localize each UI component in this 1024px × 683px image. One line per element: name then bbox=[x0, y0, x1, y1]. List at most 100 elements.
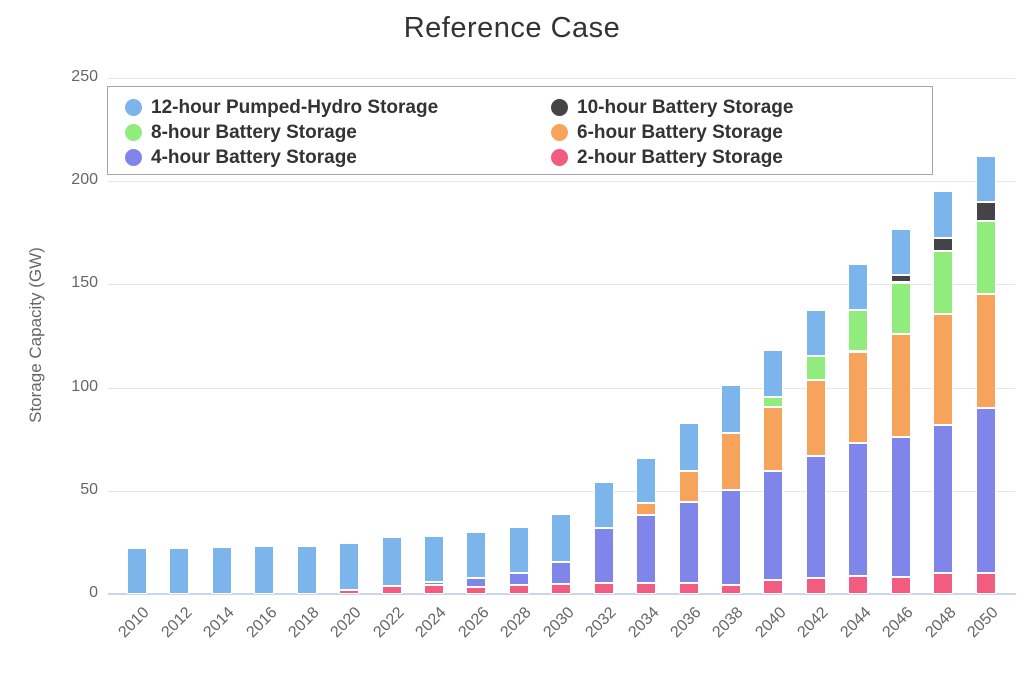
bar-segment[interactable] bbox=[805, 455, 826, 579]
y-tick-label: 0 bbox=[89, 584, 98, 601]
y-axis-title: Storage Capacity (GW) bbox=[26, 247, 45, 423]
bar-segment[interactable] bbox=[890, 333, 911, 438]
y-tick-label: 50 bbox=[80, 480, 98, 498]
bar-segment[interactable] bbox=[720, 584, 741, 594]
bar-segment[interactable] bbox=[381, 537, 402, 586]
bar-segment[interactable] bbox=[890, 577, 911, 594]
bar-segment[interactable] bbox=[763, 580, 784, 594]
bar-segment[interactable] bbox=[508, 527, 529, 574]
bar-segment[interactable] bbox=[296, 545, 317, 594]
bar-segment[interactable] bbox=[169, 547, 190, 594]
bar-segment[interactable] bbox=[890, 282, 911, 334]
x-tick-label: 2024 bbox=[412, 604, 450, 642]
x-tick-label: 2048 bbox=[921, 604, 960, 642]
bar-segment[interactable] bbox=[636, 514, 657, 583]
bar-segment[interactable] bbox=[848, 443, 869, 576]
y-tick-label: 100 bbox=[71, 377, 98, 395]
x-tick-label: 2044 bbox=[837, 604, 875, 642]
bar-segment[interactable] bbox=[678, 583, 699, 594]
bar-segment[interactable] bbox=[975, 220, 996, 295]
bar-segment[interactable] bbox=[805, 578, 826, 594]
x-tick-label: 2010 bbox=[115, 604, 153, 642]
bar-segment[interactable] bbox=[933, 572, 954, 594]
bar-segment[interactable] bbox=[211, 546, 232, 594]
bar-segment[interactable] bbox=[423, 585, 444, 594]
legend-item[interactable]: 4-hour Battery Storage bbox=[125, 145, 551, 170]
bar-segment[interactable] bbox=[551, 562, 572, 584]
bar-segment[interactable] bbox=[720, 384, 741, 433]
bar-segment[interactable] bbox=[890, 228, 911, 276]
bar-segment[interactable] bbox=[848, 351, 869, 444]
bar-segment[interactable] bbox=[126, 547, 147, 594]
bar-segment[interactable] bbox=[593, 528, 614, 584]
x-tick-label: 2036 bbox=[667, 604, 705, 642]
x-tick-label: 2014 bbox=[200, 604, 238, 642]
bar-segment[interactable] bbox=[763, 407, 784, 471]
y-gridline bbox=[108, 490, 1015, 492]
bar-segment[interactable] bbox=[933, 237, 954, 251]
x-tick-label: 2050 bbox=[964, 604, 1002, 642]
bar-segment[interactable] bbox=[678, 501, 699, 584]
bar-segment[interactable] bbox=[848, 264, 869, 310]
bar-segment[interactable] bbox=[720, 432, 741, 490]
bar-segment[interactable] bbox=[466, 586, 487, 594]
bar-segment[interactable] bbox=[763, 350, 784, 398]
bar-segment[interactable] bbox=[508, 585, 529, 594]
bar-segment[interactable] bbox=[975, 408, 996, 574]
bar-segment[interactable] bbox=[763, 470, 784, 580]
bar-segment[interactable] bbox=[933, 250, 954, 314]
y-tick-label: 150 bbox=[71, 274, 98, 292]
bar-segment[interactable] bbox=[551, 583, 572, 594]
bar-segment[interactable] bbox=[636, 457, 657, 504]
bar-segment[interactable] bbox=[593, 583, 614, 594]
x-tick-label: 2034 bbox=[624, 604, 663, 642]
bar-segment[interactable] bbox=[339, 543, 360, 591]
bar-segment[interactable] bbox=[636, 503, 657, 515]
legend-label: 2-hour Battery Storage bbox=[577, 146, 783, 168]
bar-segment[interactable] bbox=[381, 585, 402, 594]
bar-segment[interactable] bbox=[890, 275, 911, 283]
bar-segment[interactable] bbox=[678, 422, 699, 471]
bar-segment[interactable] bbox=[805, 379, 826, 456]
x-tick-label: 2038 bbox=[709, 604, 747, 642]
bar-segment[interactable] bbox=[848, 576, 869, 594]
bar-segment[interactable] bbox=[339, 590, 360, 594]
legend-marker-icon bbox=[125, 124, 142, 141]
bar-segment[interactable] bbox=[593, 481, 614, 529]
legend-item[interactable]: 6-hour Battery Storage bbox=[551, 120, 932, 145]
legend-marker-icon bbox=[551, 149, 568, 166]
bar-segment[interactable] bbox=[975, 155, 996, 202]
bar-segment[interactable] bbox=[423, 536, 444, 582]
bar-segment[interactable] bbox=[636, 582, 657, 594]
bar-segment[interactable] bbox=[975, 201, 996, 221]
bar-segment[interactable] bbox=[423, 581, 444, 586]
bar-segment[interactable] bbox=[933, 190, 954, 238]
bar-segment[interactable] bbox=[975, 573, 996, 594]
x-tick-label: 2040 bbox=[752, 604, 790, 642]
legend-marker-icon bbox=[551, 124, 568, 141]
bar-segment[interactable] bbox=[975, 294, 996, 409]
bar-segment[interactable] bbox=[890, 437, 911, 578]
bar-segment[interactable] bbox=[805, 310, 826, 356]
bar-segment[interactable] bbox=[466, 532, 487, 579]
legend-item[interactable]: 8-hour Battery Storage bbox=[125, 120, 551, 145]
bar-segment[interactable] bbox=[551, 513, 572, 562]
chart-title: Reference Case bbox=[403, 12, 621, 44]
bar-segment[interactable] bbox=[763, 397, 784, 408]
bar-segment[interactable] bbox=[933, 424, 954, 573]
bar-segment[interactable] bbox=[805, 355, 826, 380]
legend-item[interactable]: 2-hour Battery Storage bbox=[551, 145, 932, 170]
bar-segment[interactable] bbox=[508, 573, 529, 586]
legend-item[interactable]: 12-hour Pumped-Hydro Storage bbox=[125, 95, 551, 120]
bar-segment[interactable] bbox=[933, 313, 954, 425]
bar-segment[interactable] bbox=[720, 489, 741, 585]
x-tick-label: 2028 bbox=[497, 604, 535, 642]
bar-segment[interactable] bbox=[848, 309, 869, 352]
bar-segment[interactable] bbox=[254, 545, 275, 594]
legend-label: 8-hour Battery Storage bbox=[151, 121, 357, 143]
bar-segment[interactable] bbox=[466, 578, 487, 587]
bar-segment[interactable] bbox=[678, 470, 699, 502]
y-gridline bbox=[108, 77, 1015, 79]
legend-item[interactable]: 10-hour Battery Storage bbox=[551, 95, 932, 120]
x-tick-label: 2020 bbox=[327, 604, 366, 642]
